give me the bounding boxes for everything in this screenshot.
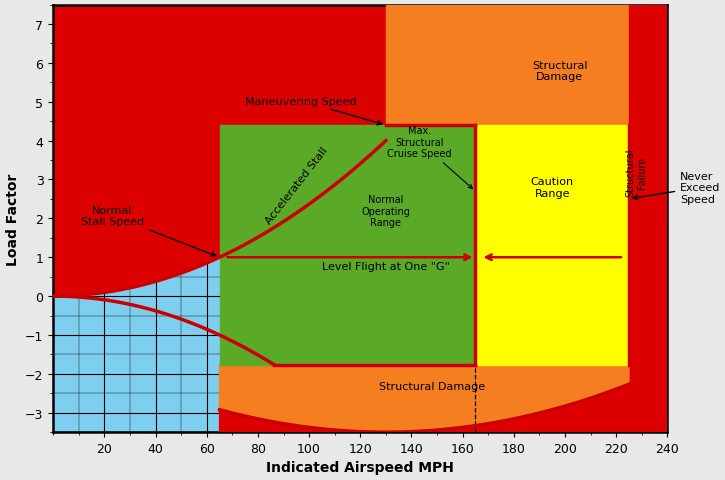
- X-axis label: Indicated Airspeed MPH: Indicated Airspeed MPH: [266, 460, 455, 474]
- Polygon shape: [220, 126, 476, 365]
- Text: Structural
Failure: Structural Failure: [626, 148, 647, 196]
- Text: Structural Damage: Structural Damage: [379, 381, 485, 391]
- Text: Level Flight at One "G": Level Flight at One "G": [322, 261, 450, 271]
- Polygon shape: [629, 6, 668, 432]
- Text: Normal
Stall Speed: Normal Stall Speed: [80, 205, 215, 257]
- Text: Never
Exceed
Speed: Never Exceed Speed: [633, 171, 721, 204]
- Text: Normal
Operating
Range: Normal Operating Range: [362, 194, 410, 228]
- Text: Structural
Damage: Structural Damage: [532, 60, 588, 82]
- Polygon shape: [53, 6, 386, 297]
- Polygon shape: [220, 365, 629, 432]
- Text: Accelerated Stall: Accelerated Stall: [263, 146, 329, 226]
- Polygon shape: [476, 126, 629, 365]
- Text: Caution
Range: Caution Range: [531, 177, 573, 199]
- Polygon shape: [220, 384, 629, 432]
- Polygon shape: [386, 6, 629, 126]
- Text: Max.
Structural
Cruise Speed: Max. Structural Cruise Speed: [387, 126, 473, 189]
- Y-axis label: Load Factor: Load Factor: [6, 173, 20, 265]
- Text: Maneuvering Speed: Maneuvering Speed: [245, 96, 382, 125]
